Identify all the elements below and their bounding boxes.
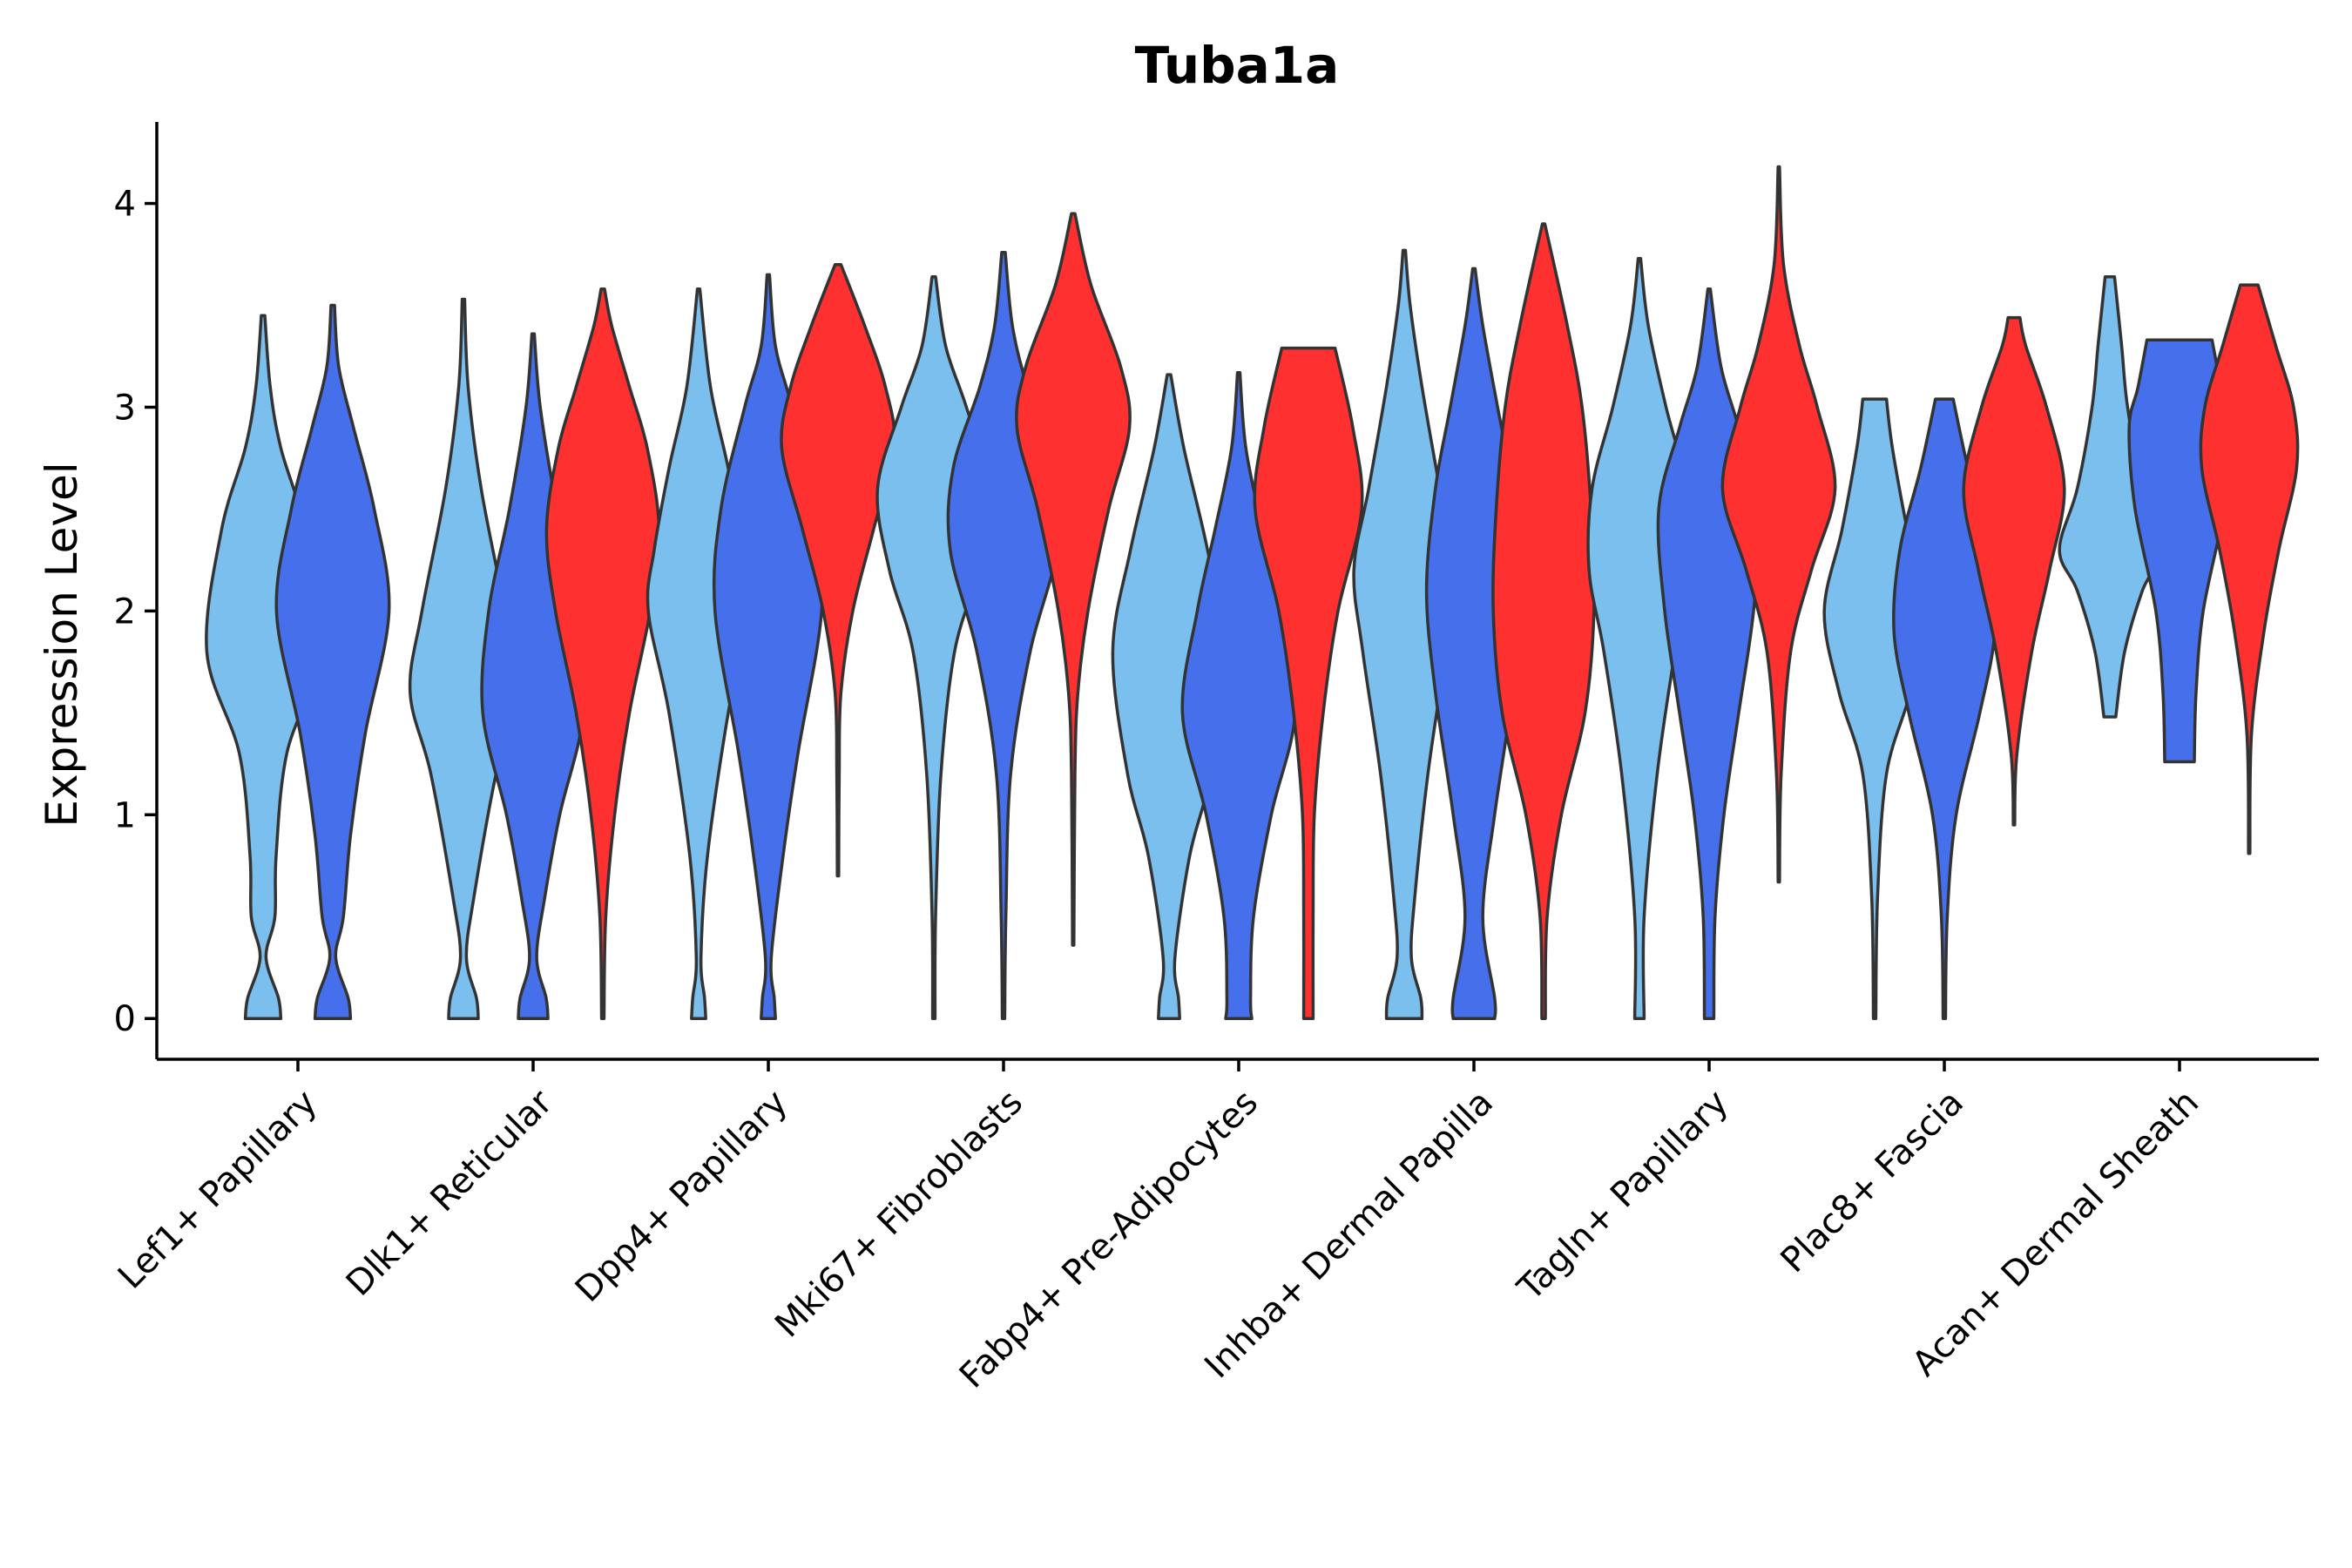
x-tick-label: Lef1+ Papillary: [111, 1083, 325, 1297]
x-tick-label: Mki67+ Fibroblasts: [767, 1083, 1031, 1346]
violin-inhba-dermal-papilla-2: [1424, 267, 1524, 1020]
violin-fabp4-pre-adipocytes-2: [1180, 370, 1297, 1020]
x-tick-label: Tagln+ Papillary: [1510, 1083, 1736, 1309]
violin-mki67-fibroblasts-1: [875, 275, 992, 1020]
violin-tagln-papillary-1: [1586, 256, 1693, 1020]
y-tick-label: 2: [114, 591, 136, 632]
violin-fabp4-pre-adipocytes-3: [1253, 346, 1364, 1020]
y-tick-label: 4: [114, 185, 136, 225]
x-tick-label: Dlk1+ Reticular: [339, 1082, 561, 1304]
violin-plac8-fascia-3: [1962, 315, 2066, 827]
violin-dlk1-reticular-3: [544, 287, 661, 1020]
violin-fabp4-pre-adipocytes-1: [1111, 373, 1227, 1020]
violin-lef1-papillary-2: [274, 303, 391, 1020]
x-tick-label: Dpp4+ Papillary: [568, 1083, 795, 1310]
violin-dpp4-papillary-1: [645, 287, 752, 1020]
violin-plac8-fascia-2: [1892, 397, 1997, 1020]
y-tick-label: 1: [114, 795, 136, 835]
violin-dlk1-reticular-1: [408, 297, 519, 1020]
x-tick-label: Plac8+ Fascia: [1774, 1083, 1972, 1281]
violin-inhba-dermal-papilla-1: [1352, 248, 1456, 1020]
chart-title: Tuba1a: [1135, 36, 1340, 95]
y-tick-label: 0: [114, 999, 136, 1039]
violin-inhba-dermal-papilla-3: [1491, 222, 1596, 1020]
violin-tagln-papillary-3: [1720, 165, 1837, 884]
violin-lef1-papillary-1: [205, 314, 321, 1020]
violin-acan-dermal-sheath-3: [2199, 283, 2300, 855]
violin-mki67-fibroblasts-3: [1015, 212, 1132, 947]
violin-dpp4-papillary-3: [780, 262, 896, 878]
y-axis-label: Expression Level: [37, 462, 87, 827]
violin-dlk1-reticular-2: [480, 332, 586, 1020]
violins-layer: [205, 165, 2300, 1020]
y-tick-label: 3: [114, 388, 136, 428]
